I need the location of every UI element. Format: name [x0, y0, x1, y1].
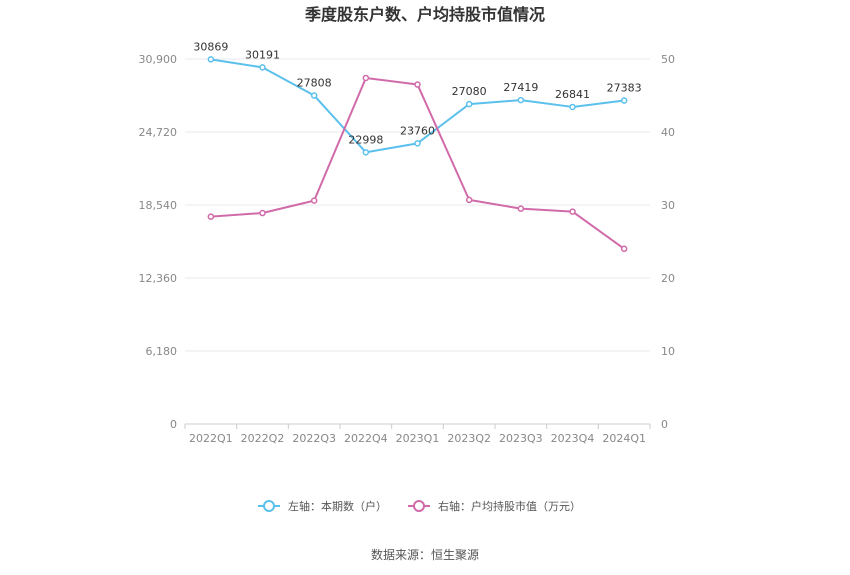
data-point	[310, 197, 318, 204]
legend: 左轴：本期数（户） 右轴：户均持股市值（万元）	[258, 499, 581, 513]
data-label: 30191	[245, 48, 280, 61]
left-axis-tick-label: 0	[170, 418, 177, 431]
data-point	[207, 213, 215, 220]
data-label: 27080	[452, 85, 487, 98]
data-point	[362, 149, 370, 156]
x-axis-tick-label: 2023Q1	[396, 432, 440, 445]
data-point	[207, 56, 215, 63]
grid	[185, 58, 650, 425]
right-axis-tick-label: 10	[661, 345, 675, 358]
right-axis-tick-label: 30	[661, 199, 675, 212]
axes: 0 6,180 12,360 18,540 24,720 30,900 0 10 20 30 40 5…	[139, 53, 676, 445]
data-point	[310, 92, 318, 99]
data-label: 27383	[607, 82, 642, 95]
data-label: 27419	[503, 81, 538, 94]
data-labels: 30869 30191 27808 22998 23760 27080 27419 26841…	[193, 40, 641, 146]
data-point	[414, 140, 421, 147]
data-point	[259, 209, 266, 217]
legend-label: 右轴：户均持股市值（万元）	[438, 499, 581, 513]
x-axis-tick-label: 2023Q4	[551, 432, 595, 445]
data-point	[569, 103, 576, 111]
data-point	[259, 64, 266, 71]
data-label: 30869	[193, 40, 228, 53]
data-label: 27808	[297, 77, 332, 90]
left-axis-tick-label: 12,360	[139, 272, 178, 285]
data-point	[569, 208, 576, 215]
data-point	[465, 196, 473, 204]
data-point	[517, 96, 525, 104]
data-point	[620, 245, 628, 253]
x-axis-tick-label: 2023Q2	[447, 432, 491, 445]
right-axis-tick-label: 0	[661, 418, 668, 431]
x-axis-tick-label: 2023Q3	[499, 432, 543, 445]
source-note: 数据来源：恒生聚源	[371, 547, 479, 562]
data-point	[362, 74, 370, 82]
chart-title: 季度股东户数、户均持股市值情况	[304, 5, 545, 24]
data-point	[517, 205, 525, 212]
left-axis-tick-label: 30,900	[139, 53, 178, 66]
data-label: 22998	[348, 133, 383, 146]
right-axis-tick-label: 50	[661, 53, 675, 66]
x-axis-tick-label: 2022Q2	[241, 432, 285, 445]
data-point	[465, 100, 473, 108]
data-label: 23760	[400, 124, 435, 137]
x-axis-tick-label: 2022Q1	[189, 432, 233, 445]
data-label: 26841	[555, 88, 590, 101]
right-axis-tick-label: 40	[661, 126, 675, 139]
left-axis-tick-label: 6,180	[146, 345, 178, 358]
left-axis-tick-label: 24,720	[139, 126, 178, 139]
data-point	[620, 97, 628, 104]
x-axis-tick-label: 2024Q1	[602, 432, 646, 445]
data-point	[414, 81, 421, 88]
right-axis-tick-label: 20	[661, 272, 675, 285]
x-axis-tick-label: 2022Q4	[344, 432, 388, 445]
series-line	[210, 58, 625, 154]
left-axis-tick-label: 18,540	[139, 199, 178, 212]
x-axis-tick-label: 2022Q3	[292, 432, 336, 445]
legend-marker	[263, 500, 275, 512]
series-points	[207, 56, 628, 253]
legend-label: 左轴：本期数（户）	[288, 499, 387, 513]
series-line	[210, 76, 625, 250]
legend-marker	[413, 500, 425, 512]
